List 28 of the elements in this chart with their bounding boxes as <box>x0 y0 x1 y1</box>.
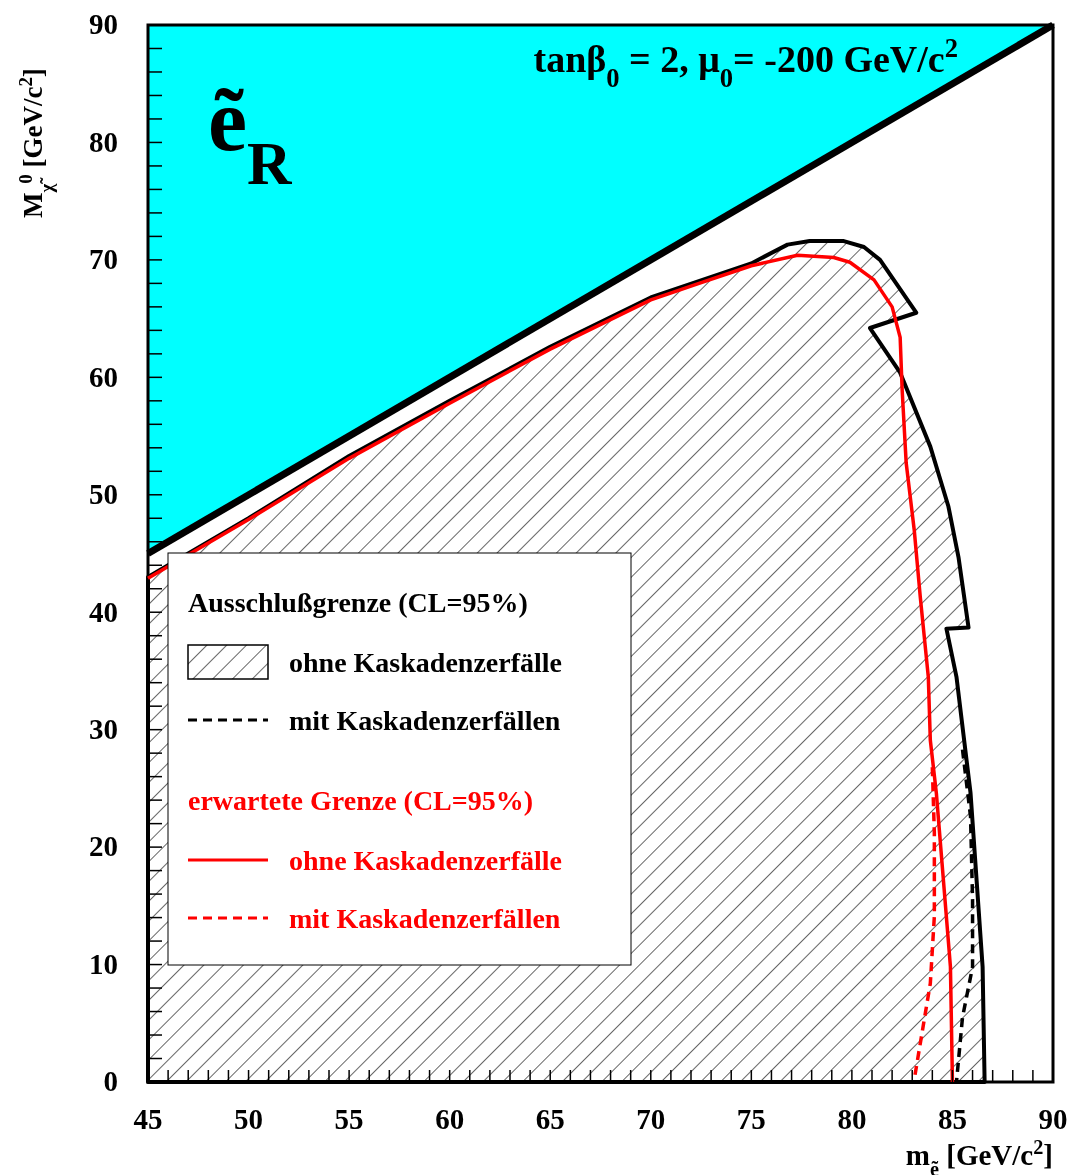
y-tick-label: 40 <box>89 595 118 628</box>
y-tick-label: 90 <box>89 8 118 41</box>
x-tick-label: 85 <box>937 1102 967 1135</box>
x-tick-label: 60 <box>435 1102 465 1135</box>
y-tick-label: 10 <box>89 947 118 980</box>
y-tick-label: 0 <box>103 1065 118 1098</box>
x-tick-label: 45 <box>133 1102 163 1135</box>
annotation: erwartete Grenze (CL=95%) <box>188 785 534 816</box>
x-tick-label: 55 <box>334 1102 364 1135</box>
x-tick-label: 65 <box>535 1102 565 1135</box>
annotation: ẽ$_{R}$ <box>208 72 294 197</box>
x-tick-label: 75 <box>736 1102 766 1135</box>
x-tick-label: 50 <box>234 1102 264 1135</box>
x-tick-label: 90 <box>1038 1102 1068 1135</box>
legend-title: Ausschlußgrenze (CL=95%) <box>188 587 528 618</box>
legend-label: mit Kaskadenzerfällen <box>289 705 561 736</box>
y-tick-label: 20 <box>89 830 118 863</box>
annotation: tanβ$_{0}$ = 2, μ$_{0}$= -200 GeV/c$^{2}$ <box>533 33 958 93</box>
legend-label: ohne Kaskadenzerfälle <box>289 845 562 876</box>
y-tick-label: 30 <box>89 712 118 745</box>
legend-label: ohne Kaskadenzerfälle <box>289 647 562 678</box>
x-tick-label: 80 <box>837 1102 867 1135</box>
y-tick-label: 60 <box>89 360 118 393</box>
x-tick-label: 70 <box>636 1102 666 1135</box>
y-tick-label: 50 <box>89 478 118 511</box>
y-tick-label: 80 <box>89 125 118 158</box>
y-tick-label: 70 <box>89 243 118 276</box>
legend-label: mit Kaskadenzerfällen <box>289 903 561 934</box>
